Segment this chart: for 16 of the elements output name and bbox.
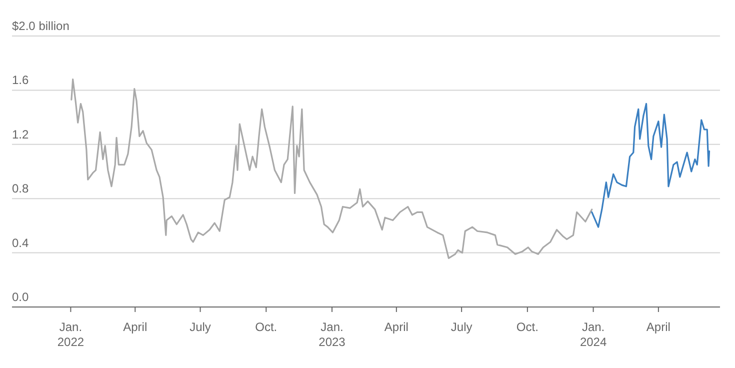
x-tick-label: April (123, 320, 148, 334)
y-tick-label: 1.2 (12, 127, 30, 142)
y-tick-label: 0.8 (12, 182, 30, 196)
x-tick-label: July (190, 320, 211, 334)
x-tick-label: April (384, 320, 408, 334)
x-tick-label: Jan. 2022 (57, 320, 84, 349)
y-tick-label: 0.4 (12, 236, 30, 250)
y-tick-label: $2.0 billion (12, 19, 70, 33)
x-tick-label: Jan. 2023 (318, 320, 346, 349)
x-tick-label: April (646, 320, 670, 334)
y-tick-label: 1.6 (12, 73, 30, 88)
x-tick-label: Oct. (516, 320, 538, 334)
x-tick-label: Oct. (255, 320, 278, 334)
x-tick-label: Jan. 2024 (580, 320, 607, 349)
x-tick-label: July (450, 320, 472, 334)
y-tick-label: 0.0 (12, 290, 30, 304)
